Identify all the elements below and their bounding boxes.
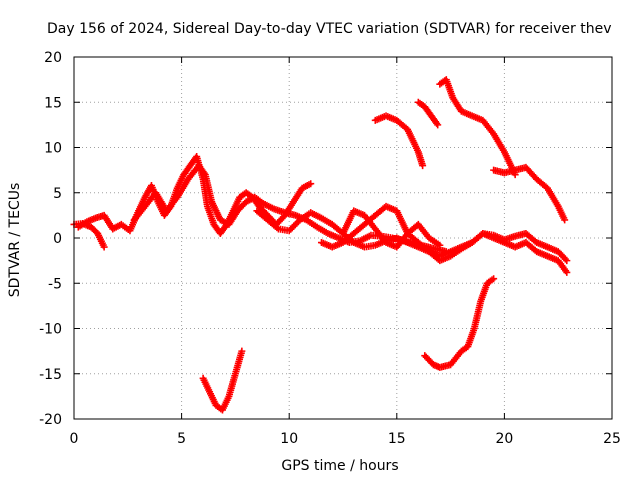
data-point (561, 255, 569, 263)
data-point (563, 268, 571, 276)
data-point (561, 216, 569, 224)
y-tick-label: -15 (39, 367, 62, 383)
y-tick-label: -20 (39, 412, 62, 428)
x-tick-label: 20 (495, 431, 513, 447)
x-axis-label: GPS time / hours (281, 458, 398, 474)
data-point (490, 275, 498, 283)
y-ticks: -20 -15 -10 -5 0 5 10 15 20 (39, 50, 612, 428)
data-point (563, 257, 571, 265)
data-point (307, 180, 315, 188)
data-point (419, 162, 427, 170)
x-tick-label: 10 (280, 431, 298, 447)
y-tick-label: 15 (44, 95, 62, 111)
data-point (436, 241, 444, 249)
data-point (434, 121, 442, 129)
y-tick-label: -5 (48, 276, 62, 292)
data-point (100, 243, 108, 251)
x-tick-label: 0 (70, 431, 79, 447)
data-point (200, 169, 208, 177)
x-tick-label: 15 (388, 431, 406, 447)
y-tick-label: 20 (44, 50, 62, 66)
x-ticks: 0 5 10 15 20 25 (70, 57, 621, 447)
y-axis-label: SDTVAR / TECUs (7, 183, 23, 298)
y-tick-label: 10 (44, 141, 62, 157)
plot-points (70, 76, 571, 414)
data-point (238, 347, 246, 355)
y-tick-label: -10 (39, 322, 62, 338)
y-tick-label: 0 (53, 231, 62, 247)
data-point (433, 119, 441, 127)
chart-title: Day 156 of 2024, Sidereal Day-to-day VTE… (47, 21, 611, 37)
x-tick-label: 5 (177, 431, 186, 447)
x-tick-label: 25 (603, 431, 621, 447)
y-tick-label: 5 (53, 186, 62, 202)
grid (74, 57, 612, 419)
